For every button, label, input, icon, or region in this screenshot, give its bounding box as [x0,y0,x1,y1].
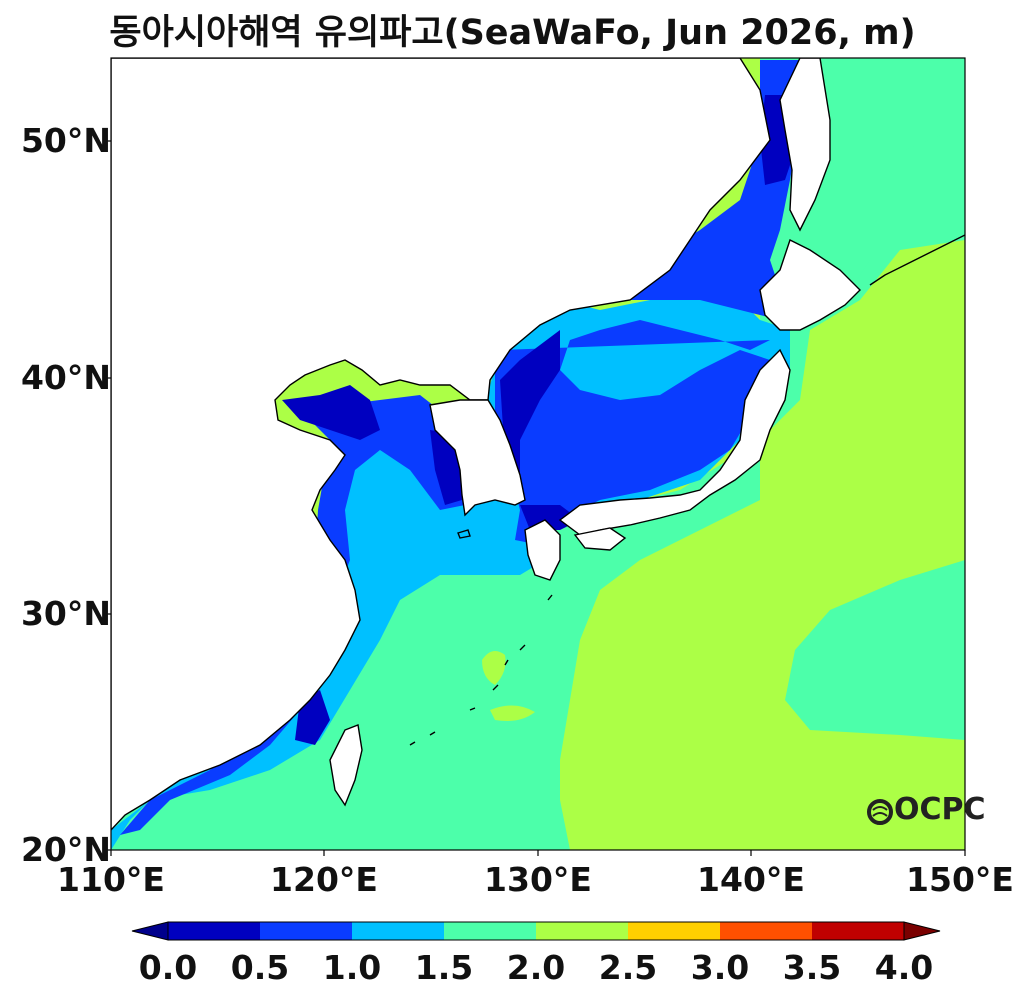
x-tick-label-140e: 140°E [697,860,805,899]
contour-2.0-ryukyu-patch [482,651,506,685]
colorbar-label-1.5: 1.5 [414,948,474,987]
contour-0.5-bohai [282,385,380,440]
y-tick-label-40n: 40°N [20,358,111,397]
contour-1.0-east-sea [495,60,800,545]
colorbar-segment [720,922,812,940]
shikoku-island [573,527,627,551]
y-tick-label-30n: 30°N [20,594,111,633]
ryukyu-islands [409,594,553,746]
korea-peninsula [429,399,526,517]
ocpc-logo-text: OCPC [894,792,986,827]
colorbar-label-0.0: 0.0 [138,948,198,987]
contour-2.0-northeast [810,58,965,290]
colorbar-segment [352,922,444,940]
contour-1.0-yellow-sea [120,395,465,835]
kuril-islands [869,234,965,286]
x-tick-label-150e: 150°E [906,860,1014,899]
ocpc-logo-icon [867,799,893,825]
colorbar-under-arrow [131,921,169,941]
axis-tick-marks [105,140,966,856]
contour-2.0-east-blob [785,560,965,740]
kyushu-island [524,519,561,581]
y-tick-label-50n: 50°N [20,121,111,160]
colorbar-label-4.0: 4.0 [874,948,934,987]
colorbar-frame [167,921,905,941]
colorbar-segment [628,922,720,940]
colorbar-label-2.0: 2.0 [506,948,566,987]
colorbar-label-0.5: 0.5 [230,948,290,987]
x-tick-label-120e: 120°E [270,860,378,899]
contour-2.0-south-patch [490,705,535,721]
hokkaido-island [759,239,861,331]
colorbar-segment [536,922,628,940]
colorbar-segment [260,922,352,940]
x-tick-label-130e: 130°E [484,860,592,899]
colorbar-label-2.5: 2.5 [598,948,658,987]
sakhalin-island [779,58,831,232]
jeju-island [457,529,471,539]
honshu-island [558,348,791,536]
taiwan-island [329,724,363,807]
x-tick-label-110e: 110°E [57,860,165,899]
colorbar-segment [168,922,260,940]
colorbar-label-3.0: 3.0 [690,948,750,987]
colorbar-segment [812,922,904,940]
colorbar-label-1.0: 1.0 [322,948,382,987]
colorbar-segment [444,922,536,940]
map-title: 동아시아해역 유의파고(SeaWaFo, Jun 2026, m) [109,13,916,53]
colorbar-label-3.5: 3.5 [782,948,842,987]
china-landmass [111,58,771,832]
y-tick-label-20n: 20°N [20,830,111,869]
contour-0.5-east-sea-north [500,330,560,480]
colorbar-over-arrow [903,921,941,941]
colorbar [131,921,941,941]
